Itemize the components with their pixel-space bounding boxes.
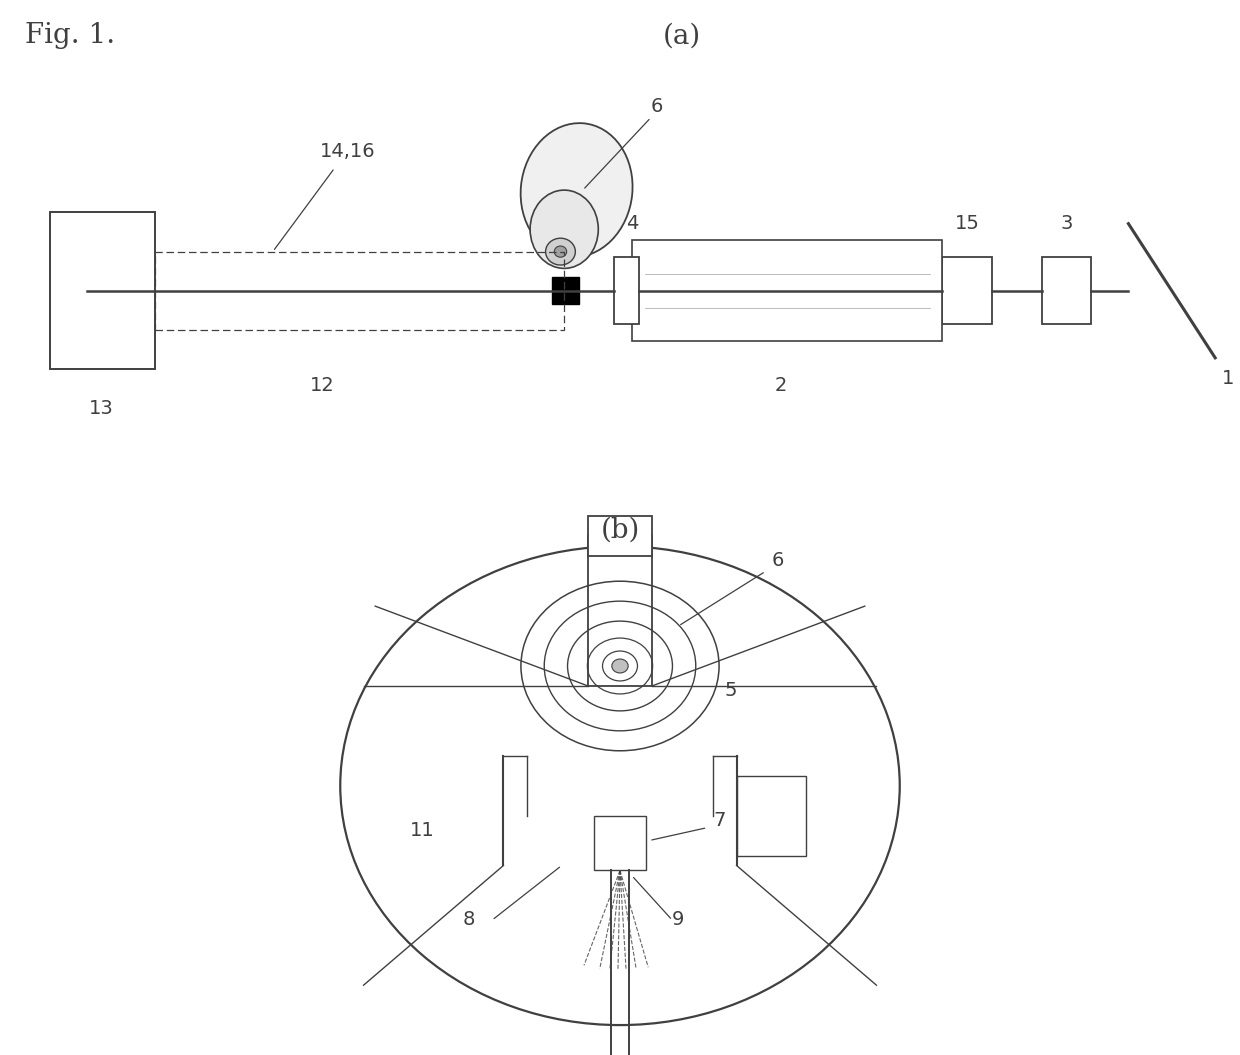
Text: (a): (a): [663, 22, 701, 50]
Bar: [155, 252, 564, 330]
Ellipse shape: [521, 123, 632, 257]
Bar: [50, 212, 155, 369]
Text: 12: 12: [310, 377, 335, 396]
Text: 9: 9: [672, 910, 684, 929]
Text: 14,16: 14,16: [320, 141, 374, 160]
Text: 15: 15: [955, 214, 980, 233]
Bar: [737, 775, 806, 856]
Text: 7: 7: [713, 810, 725, 829]
Text: 5: 5: [725, 680, 738, 699]
Text: 11: 11: [409, 821, 434, 840]
Bar: [588, 516, 652, 556]
Text: 1: 1: [1221, 369, 1234, 388]
Text: 8: 8: [463, 910, 475, 929]
Bar: [632, 241, 942, 341]
Text: 2: 2: [775, 377, 787, 396]
Ellipse shape: [531, 190, 599, 268]
Bar: [1042, 257, 1091, 324]
Text: 13: 13: [89, 399, 114, 418]
Bar: [552, 277, 579, 304]
Text: 4: 4: [626, 214, 639, 233]
Text: 3: 3: [1060, 214, 1073, 233]
Bar: [614, 257, 639, 324]
Circle shape: [611, 659, 629, 673]
Text: 6: 6: [651, 97, 663, 116]
Circle shape: [546, 238, 575, 265]
Bar: [942, 257, 992, 324]
Text: 6: 6: [771, 552, 784, 571]
Text: Fig. 1.: Fig. 1.: [25, 22, 115, 50]
Bar: [594, 816, 646, 870]
Text: (b): (b): [600, 516, 640, 543]
Circle shape: [554, 246, 567, 257]
Bar: [588, 536, 652, 686]
Circle shape: [340, 546, 900, 1025]
